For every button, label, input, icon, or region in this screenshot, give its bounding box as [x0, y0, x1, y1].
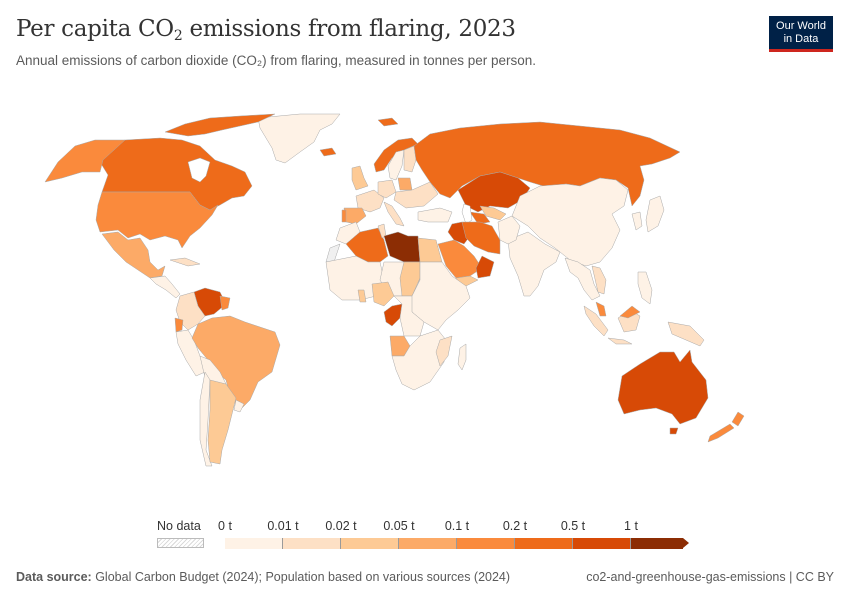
legend-bin-1[interactable]	[283, 538, 341, 549]
legend-tick: 0.2 t	[502, 519, 528, 533]
region-ecuador[interactable]	[174, 317, 184, 333]
region-eastern-europe[interactable]	[393, 181, 439, 209]
region-turkey[interactable]	[417, 207, 453, 223]
legend-bin-6[interactable]	[573, 538, 631, 549]
region-portugal[interactable]	[341, 209, 347, 223]
region-brazil[interactable]	[191, 315, 281, 411]
logo-line-2: in Data	[783, 32, 819, 45]
region-canada-arctic[interactable]	[164, 113, 276, 137]
region-iceland[interactable]	[319, 147, 337, 157]
title-text: Per capita CO	[16, 16, 174, 42]
color-legend: No data 0 t 0.01 t 0.02 t 0.05 t 0.1 t 0…	[150, 515, 710, 555]
region-ghana[interactable]	[357, 289, 367, 303]
region-sweden[interactable]	[387, 149, 405, 181]
legend-tick: 1 t	[624, 519, 638, 533]
region-philippines[interactable]	[637, 271, 653, 305]
region-greenland[interactable]	[257, 113, 341, 164]
region-southeast-asia[interactable]	[564, 257, 601, 301]
legend-arrow-icon	[683, 538, 689, 548]
legend-tick: 0.02 t	[325, 519, 357, 533]
title-subscript: 2	[173, 28, 183, 44]
world-map	[44, 113, 745, 467]
region-mozambique[interactable]	[435, 335, 453, 367]
region-poland[interactable]	[397, 177, 413, 191]
license-link[interactable]: co2-and-greenhouse-gas-emissions | CC BY	[586, 570, 834, 584]
region-central-america[interactable]	[149, 275, 181, 299]
region-vietnam[interactable]	[591, 265, 607, 295]
region-turkmenistan[interactable]	[469, 211, 491, 225]
region-russia[interactable]	[413, 121, 681, 207]
region-guyana[interactable]	[219, 295, 231, 311]
region-western-sahara	[325, 243, 341, 263]
legend-tick: 0.01 t	[267, 519, 299, 533]
region-chile[interactable]	[199, 371, 213, 467]
data-source: Data source: Global Carbon Budget (2024)…	[16, 570, 510, 584]
region-tasmania[interactable]	[669, 427, 679, 435]
region-mexico[interactable]	[101, 231, 166, 279]
region-uzbekistan[interactable]	[479, 205, 507, 221]
region-italy[interactable]	[383, 201, 405, 227]
region-java[interactable]	[607, 337, 633, 345]
chart-subtitle: Annual emissions of carbon dioxide (CO₂)…	[16, 53, 536, 68]
chart-title: Per capita CO2 emissions from flaring, 2…	[16, 16, 516, 44]
data-source-link[interactable]: Global Carbon Budget (2024); Population …	[91, 570, 511, 584]
legend-bin-5[interactable]	[515, 538, 573, 549]
region-argentina[interactable]	[207, 379, 237, 465]
region-malaysia-borneo[interactable]	[619, 305, 641, 319]
region-korea[interactable]	[631, 211, 643, 231]
legend-bin-0[interactable]	[225, 538, 283, 549]
logo-line-1: Our World	[776, 19, 826, 32]
region-united-kingdom[interactable]	[351, 165, 369, 191]
region-finland[interactable]	[403, 145, 417, 173]
legend-bin-4[interactable]	[457, 538, 515, 549]
legend-bin-7[interactable]	[631, 538, 683, 549]
region-alaska[interactable]	[44, 139, 126, 183]
region-united-states[interactable]	[95, 191, 219, 249]
region-india[interactable]	[507, 231, 561, 297]
region-australia[interactable]	[617, 349, 709, 425]
legend-tick: 0.1 t	[444, 519, 470, 533]
region-uruguay[interactable]	[233, 399, 245, 413]
region-hudson-bay-water	[187, 157, 211, 183]
legend-bin-3[interactable]	[399, 538, 457, 549]
region-libya[interactable]	[383, 231, 421, 263]
region-afghanistan[interactable]	[497, 215, 521, 245]
owid-logo[interactable]: Our World in Data	[769, 16, 833, 52]
region-japan[interactable]	[645, 195, 665, 233]
region-iran[interactable]	[461, 221, 501, 255]
region-china[interactable]	[511, 177, 629, 267]
region-new-zealand[interactable]	[731, 411, 745, 427]
data-source-label: Data source:	[16, 570, 92, 584]
region-cuba[interactable]	[169, 257, 201, 267]
region-egypt[interactable]	[417, 237, 443, 263]
legend-tick: 0 t	[218, 519, 232, 533]
legend-no-data-label: No data	[157, 519, 201, 533]
region-oman[interactable]	[475, 255, 495, 279]
legend-bin-2[interactable]	[341, 538, 399, 549]
region-congo-gabon[interactable]	[383, 303, 403, 327]
region-malaysia-peninsula[interactable]	[595, 301, 607, 317]
legend-color-bins	[225, 538, 689, 549]
region-madagascar[interactable]	[457, 343, 467, 371]
title-text-suffix: emissions from flaring, 2023	[182, 16, 516, 42]
legend-tick: 0.5 t	[560, 519, 586, 533]
region-nigeria[interactable]	[371, 281, 395, 307]
region-germany[interactable]	[377, 179, 397, 199]
region-new-zealand-south[interactable]	[707, 423, 735, 443]
region-new-guinea[interactable]	[667, 321, 705, 347]
region-svalbard[interactable]	[377, 117, 399, 127]
legend-tick: 0.05 t	[383, 519, 415, 533]
region-sumatra[interactable]	[583, 305, 609, 337]
region-spain[interactable]	[343, 207, 367, 225]
legend-no-data-swatch	[157, 538, 204, 548]
